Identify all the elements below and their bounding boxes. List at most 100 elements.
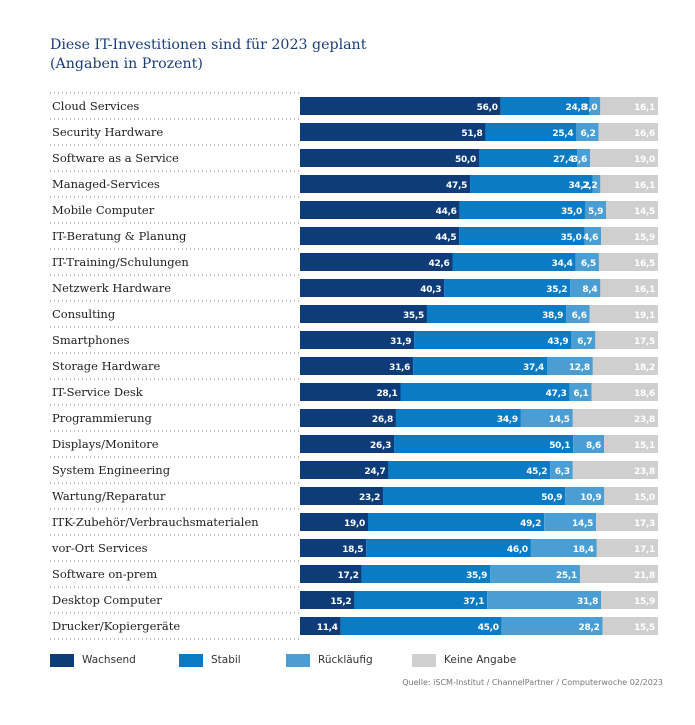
data-label-wachsend: 15,2 <box>330 597 351 607</box>
bar-segment-keine_angabe <box>598 253 658 271</box>
data-label-stabil: 38,9 <box>542 311 563 321</box>
bar-segment-ruecklaeufig <box>571 331 596 349</box>
category-label: Storage Hardware <box>52 359 161 373</box>
data-label-ruecklaeufig: 25,1 <box>556 571 577 581</box>
data-label-ruecklaeufig: 14,5 <box>572 519 593 529</box>
data-label-keine_angabe: 15,1 <box>634 441 655 451</box>
data-label-keine_angabe: 16,6 <box>634 129 655 139</box>
data-label-wachsend: 40,3 <box>420 285 441 295</box>
bar-segment-ruecklaeufig <box>592 175 601 193</box>
bar-segment-wachsend <box>300 383 401 401</box>
data-label-wachsend: 56,0 <box>477 103 498 113</box>
bar-segment-stabil <box>354 591 488 609</box>
bar-segment-ruecklaeufig <box>490 565 580 583</box>
data-label-stabil: 50,1 <box>549 441 570 451</box>
bar-segment-wachsend <box>300 149 479 167</box>
category-label: System Engineering <box>52 463 171 477</box>
bar-segment-wachsend <box>300 175 471 193</box>
data-label-keine_angabe: 17,5 <box>634 337 655 347</box>
category-label: Software as a Service <box>52 151 179 165</box>
category-label: IT-Beratung & Planung <box>52 229 187 243</box>
data-label-ruecklaeufig: 3,6 <box>572 155 587 165</box>
data-label-keine_angabe: 17,3 <box>634 519 655 529</box>
category-label: Netzwerk Hardware <box>52 281 171 295</box>
data-label-ruecklaeufig: 5,9 <box>588 207 603 217</box>
data-label-wachsend: 26,8 <box>372 415 393 425</box>
data-label-wachsend: 19,0 <box>344 519 365 529</box>
data-label-wachsend: 50,0 <box>455 155 476 165</box>
bar-segment-ruecklaeufig <box>584 201 607 219</box>
data-label-stabil: 47,3 <box>546 389 567 399</box>
bar-segment-ruecklaeufig <box>544 513 597 531</box>
data-label-keine_angabe: 23,8 <box>634 467 655 477</box>
category-label: Software on-prem <box>52 567 157 581</box>
data-label-stabil: 25,4 <box>552 129 573 139</box>
bar-segment-ruecklaeufig <box>573 435 604 453</box>
bar-segment-stabil <box>400 383 570 401</box>
data-label-ruecklaeufig: 6,3 <box>555 467 570 477</box>
data-label-keine_angabe: 18,6 <box>634 389 655 399</box>
data-label-stabil: 46,0 <box>507 545 528 555</box>
bar-segment-wachsend <box>300 227 460 245</box>
chart-title-line-1: Diese IT-Investitionen sind für 2023 gep… <box>50 37 367 53</box>
data-label-keine_angabe: 15,0 <box>634 493 655 503</box>
bar-segment-ruecklaeufig <box>589 97 601 115</box>
category-label: Drucker/Kopiergeräte <box>52 619 180 633</box>
data-label-ruecklaeufig: 8,6 <box>586 441 601 451</box>
data-label-wachsend: 35,5 <box>403 311 424 321</box>
data-label-stabil: 45,2 <box>526 467 547 477</box>
category-label: Wartung/Reparatur <box>52 489 166 503</box>
bar-segment-wachsend <box>300 565 362 583</box>
data-label-wachsend: 42,6 <box>428 259 449 269</box>
data-label-ruecklaeufig: 6,7 <box>577 337 592 347</box>
bar-segment-stabil <box>340 617 502 635</box>
data-label-stabil: 34,2 <box>568 181 589 191</box>
bar-segment-wachsend <box>300 357 414 375</box>
bar-segment-stabil <box>485 123 577 141</box>
bar-segment-keine_angabe <box>596 539 658 557</box>
bar-segment-stabil <box>368 513 545 531</box>
data-label-wachsend: 26,3 <box>370 441 391 451</box>
data-label-wachsend: 24,7 <box>364 467 385 477</box>
data-label-stabil: 37,4 <box>523 363 544 373</box>
bar-segment-stabil <box>414 331 572 349</box>
category-label: Mobile Computer <box>52 203 155 217</box>
bar-segment-stabil <box>426 305 567 323</box>
bar-segment-keine_angabe <box>604 487 658 505</box>
data-label-keine_angabe: 15,9 <box>634 233 655 243</box>
data-label-keine_angabe: 16,1 <box>634 103 655 113</box>
data-label-stabil: 35,0 <box>561 207 582 217</box>
bar-segment-ruecklaeufig <box>530 539 597 557</box>
category-label: vor-Ort Services <box>51 541 148 555</box>
category-label: Security Hardware <box>52 125 163 139</box>
bar-segment-keine_angabe <box>589 305 658 323</box>
source-note: Quelle: iSCM-Institut / ChannelPartner /… <box>402 678 663 687</box>
data-label-stabil: 34,9 <box>497 415 518 425</box>
data-label-keine_angabe: 16,5 <box>634 259 655 269</box>
data-label-keine_angabe: 16,1 <box>634 285 655 295</box>
data-label-stabil: 45,0 <box>478 623 499 633</box>
category-label: IT-Training/Schulungen <box>52 255 189 269</box>
bar-segment-wachsend <box>300 513 369 531</box>
bar-segment-keine_angabe <box>601 591 658 609</box>
bar-segment-keine_angabe <box>592 357 658 375</box>
data-label-stabil: 35,9 <box>466 571 487 581</box>
bar-segment-stabil <box>383 487 566 505</box>
bar-segment-wachsend <box>300 617 341 635</box>
bar-segment-stabil <box>452 253 576 271</box>
category-label: Desktop Computer <box>52 593 162 607</box>
category-label: Consulting <box>52 307 116 321</box>
data-label-keine_angabe: 16,1 <box>634 181 655 191</box>
bar-segment-ruecklaeufig <box>575 253 599 271</box>
bar-segment-stabil <box>366 539 531 557</box>
bar-segment-keine_angabe <box>600 279 658 297</box>
data-label-wachsend: 44,6 <box>436 207 457 217</box>
legend-item-ruecklaeufig: Rückläufig <box>286 652 373 668</box>
bar-segment-keine_angabe <box>596 513 658 531</box>
data-label-keine_angabe: 14,5 <box>634 207 655 217</box>
data-label-stabil: 34,4 <box>552 259 573 269</box>
data-label-wachsend: 17,2 <box>338 571 359 581</box>
data-label-stabil: 35,0 <box>561 233 582 243</box>
data-label-wachsend: 31,9 <box>390 337 411 347</box>
